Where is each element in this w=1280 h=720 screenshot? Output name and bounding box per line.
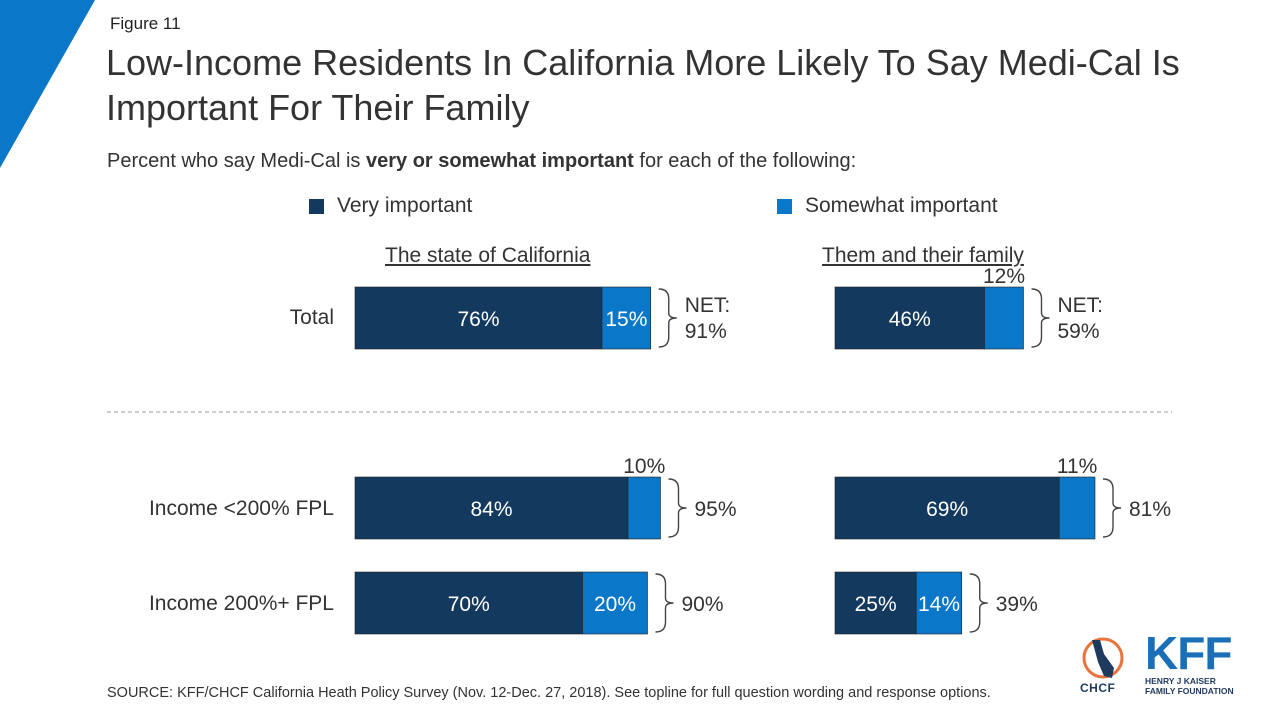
legend-swatch-very [309,198,324,214]
net-value-state-total: 91% [685,320,727,343]
legend-label-somewhat: Somewhat important [805,194,998,217]
bar-very-family-total [834,286,985,350]
label-very-family-low: 69% [926,498,968,521]
label-very-family-total: 46% [889,308,931,331]
legend-somewhat: Somewhat important [777,194,998,218]
label-somewhat-state-low: 10% [623,455,665,478]
legend-very: Very important [309,194,472,218]
chcf-logo-icon [1082,637,1124,679]
label-very-family-high: 25% [855,593,897,616]
subtitle-suffix: for each of the following: [633,150,857,172]
chcf-logo-text: CHCF [1080,681,1116,695]
kff-logo: KFF HENRY J KAISER FAMILY FOUNDATION [1145,630,1240,696]
panel-title-family: Them and their family [822,244,1024,267]
net-bracket-family-low [1102,478,1122,538]
bar-somewhat-state-high [582,571,648,635]
net-bracket-family-total [1031,288,1050,348]
bar-very-family-high [834,571,917,635]
legend-label-very: Very important [337,194,473,217]
net-value-state-low: 95% [695,498,737,521]
legend-swatch-somewhat [777,198,792,214]
kff-logo-sub-1: HENRY J KAISER [1145,676,1216,686]
bar-very-family-low [834,476,1060,540]
panel-title-state: The state of California [385,244,591,267]
subtitle-prefix: Percent who say Medi-Cal is [107,150,366,172]
bar-very-state-high [354,571,583,635]
row-label-total: Total [289,306,334,329]
label-very-state-low: 84% [470,498,512,521]
net-value-family-total: 59% [1058,320,1100,343]
subtitle-bold: very or somewhat important [365,150,634,172]
label-somewhat-family-total: 12% [983,265,1025,288]
net-value-state-high: 90% [682,593,724,616]
net-bracket-state-total [658,288,677,348]
label-somewhat-state-total: 15% [605,308,647,331]
figure-label: Figure 11 [110,14,181,33]
bar-very-state-low [354,476,629,540]
source-note: SOURCE: KFF/CHCF California Heath Policy… [107,685,991,701]
net-bracket-state-low [668,478,687,538]
net-label-state-total: NET: [685,294,731,317]
net-value-family-high: 39% [996,593,1038,616]
row-label-low-income: Income <200% FPL [148,497,334,520]
kff-logo-sub-2: FAMILY FOUNDATION [1145,686,1234,696]
label-somewhat-state-high: 20% [594,593,636,616]
bar-somewhat-family-total [984,286,1024,350]
net-bracket-state-high [655,573,674,633]
chart-subtitle: Percent who say Medi-Cal is very or some… [107,150,856,173]
bar-somewhat-state-low [627,476,661,540]
chart-title: Low-Income Residents In California More … [106,42,1180,128]
corner-accent-shape [0,0,95,168]
bar-very-state-total [354,286,603,350]
label-somewhat-family-low: 11% [1057,455,1097,478]
net-label-family-total: NET: [1058,294,1104,317]
label-very-state-total: 76% [457,308,499,331]
bar-somewhat-family-low [1058,476,1096,540]
bar-somewhat-family-high [915,571,963,635]
label-very-state-high: 70% [448,593,490,616]
bar-somewhat-state-total [601,286,652,350]
row-label-high-income: Income 200%+ FPL [148,592,334,615]
net-bracket-family-high [969,573,988,633]
net-value-family-low: 81% [1129,498,1171,521]
label-somewhat-family-high: 14% [918,593,960,616]
kff-logo-text: KFF [1145,627,1232,679]
